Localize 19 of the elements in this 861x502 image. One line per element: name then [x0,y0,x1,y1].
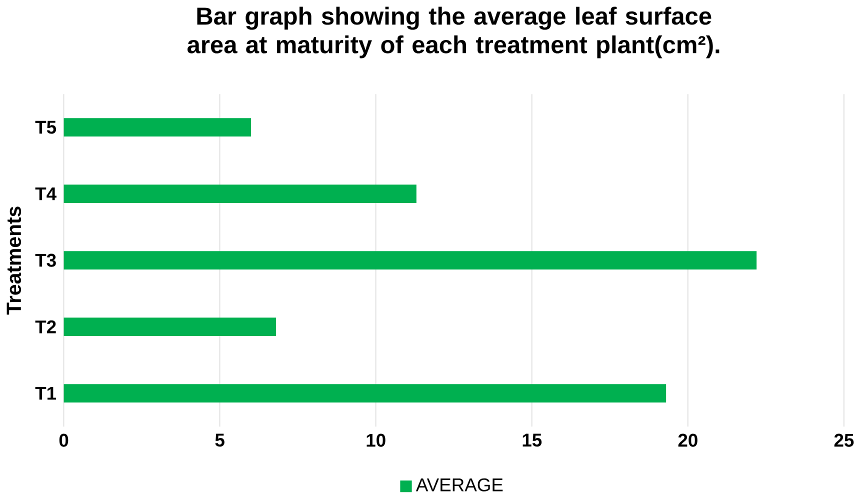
y-tick-label: T3 [35,254,56,267]
bar [64,118,252,136]
bar [64,184,416,203]
bar [64,384,666,402]
chart-title: Bar graph showing the average leaf surface area at maturity of each treatment plant(cm²). [188,6,720,58]
y-tick-label: T1 [35,386,56,400]
y-axis-title: Treatments [6,206,22,314]
y-tick-label: T5 [35,120,56,134]
x-tick-label: 25 [834,434,854,447]
y-tick-label: T4 [35,187,56,200]
x-tick-label: 0 [59,434,68,447]
x-tick-label: 5 [215,434,224,446]
x-tick-label: 10 [366,434,386,447]
bar [64,317,276,336]
x-tick-label: 20 [678,434,698,447]
y-tick-label: T2 [35,320,56,334]
x-tick-label: 15 [522,434,542,446]
bar [64,250,757,270]
legend-label: AVERAGE [416,478,503,492]
